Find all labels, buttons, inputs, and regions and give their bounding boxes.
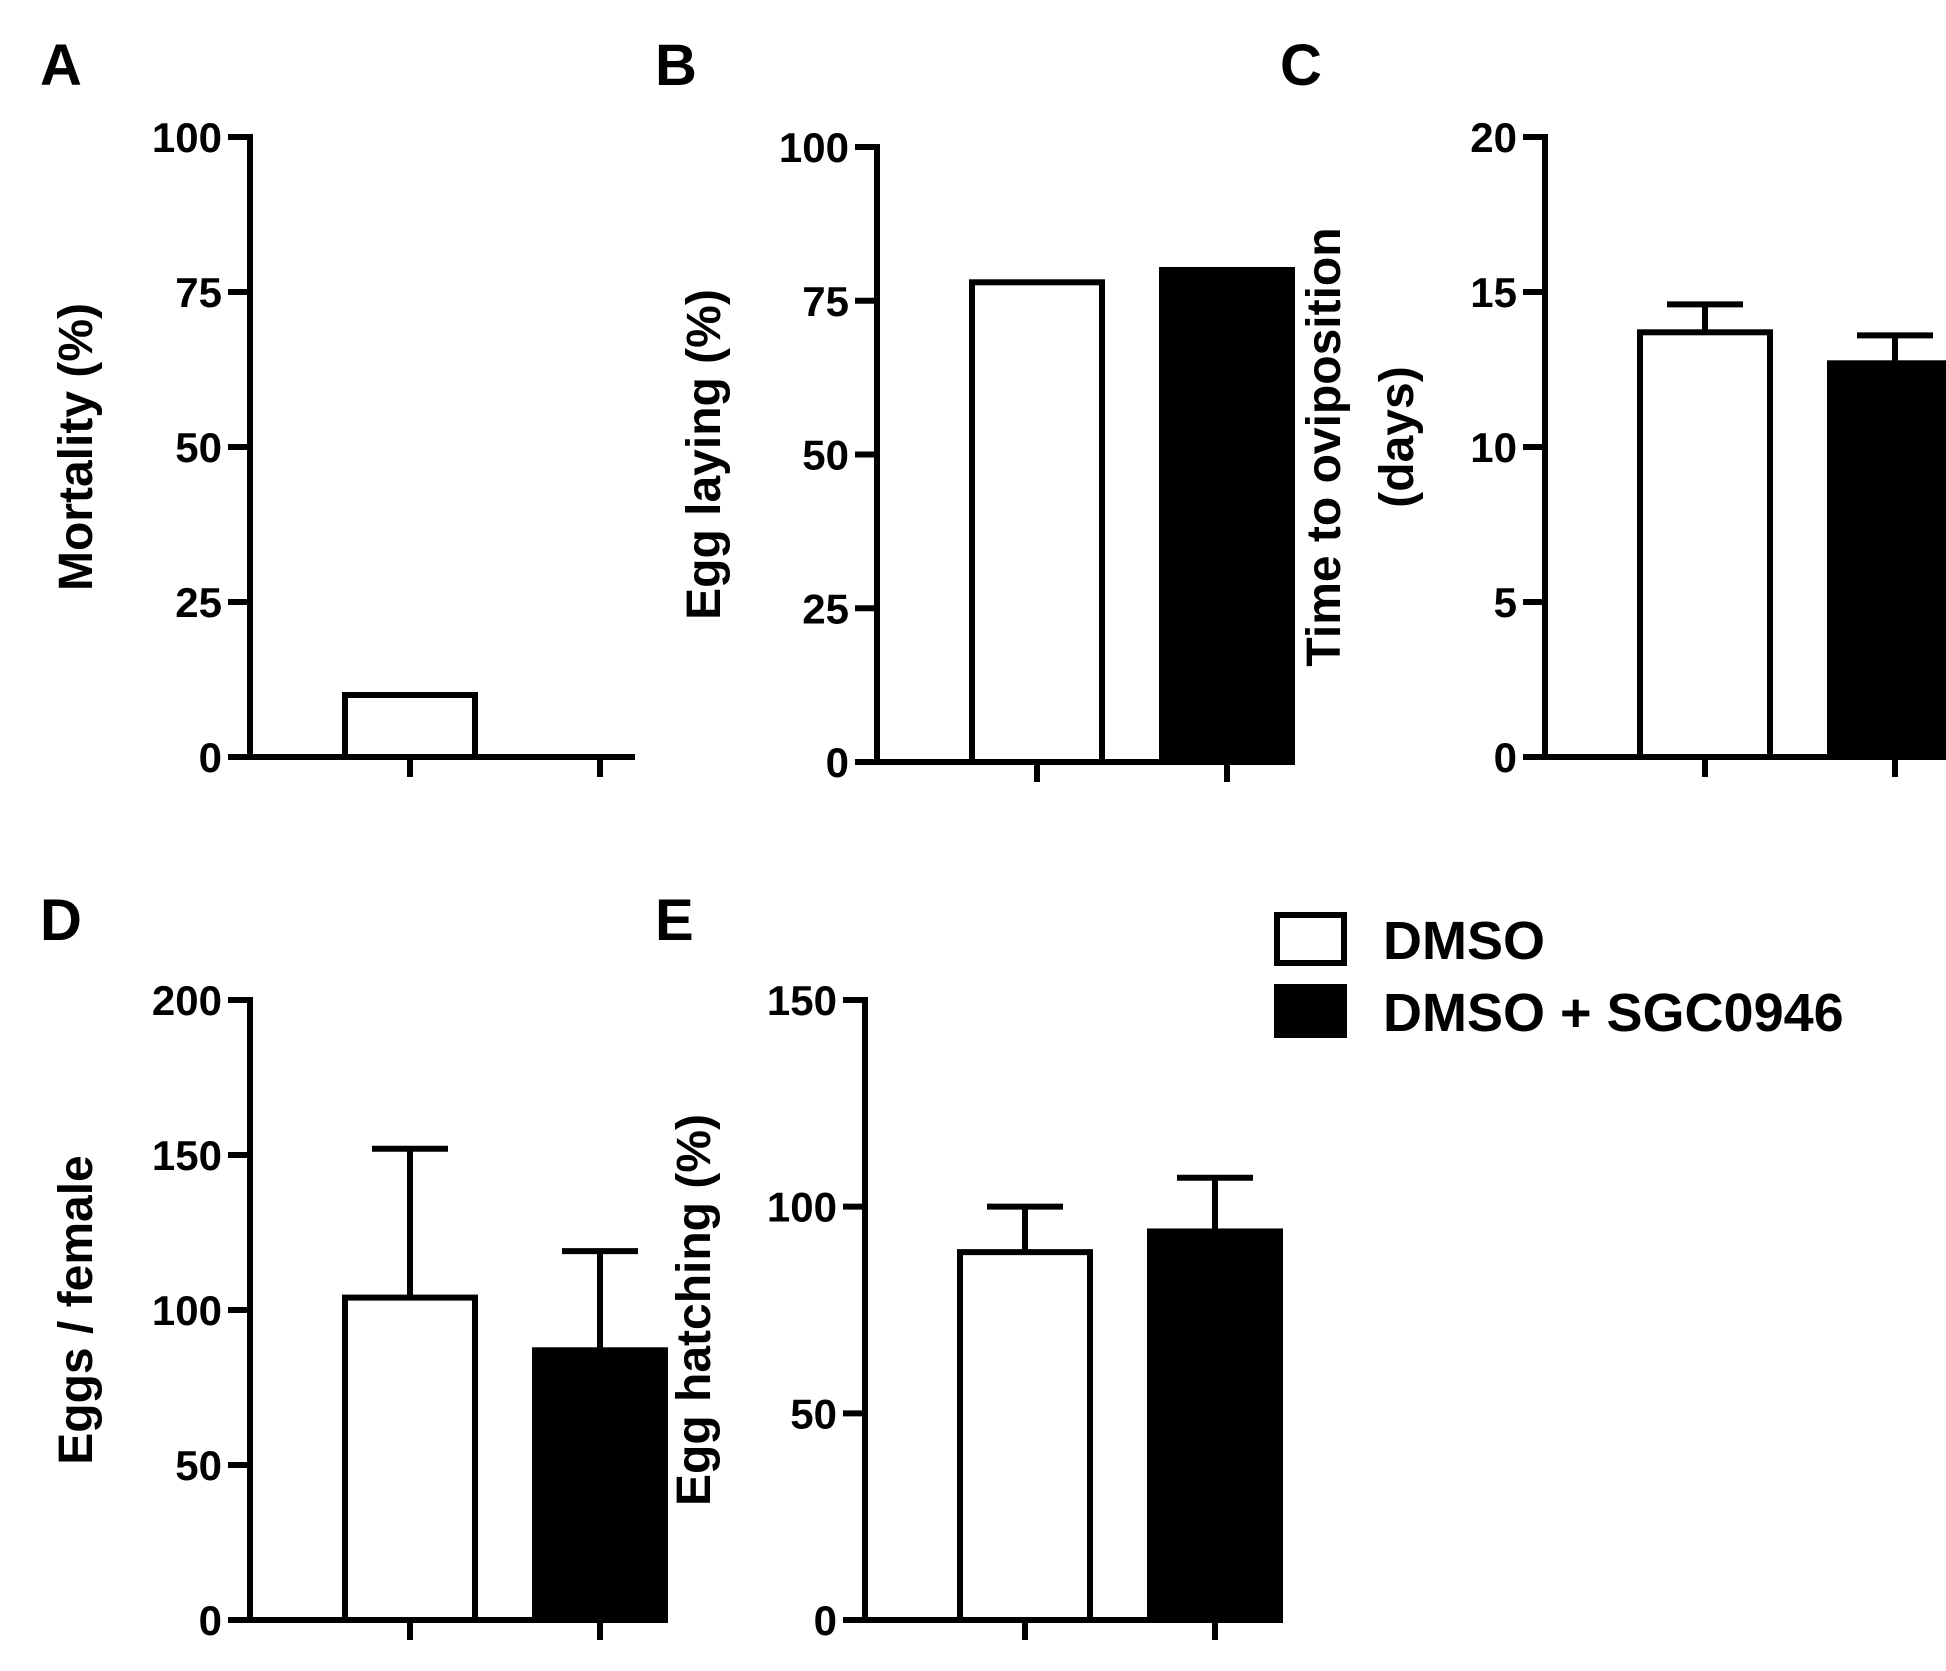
panel-letter: A	[40, 33, 82, 98]
y-tick-label: 75	[175, 269, 222, 316]
bar-dmso-sgc0946	[532, 1347, 668, 1624]
legend-label-1: DMSO + SGC0946	[1383, 983, 1844, 1043]
y-tick-label: 0	[199, 734, 222, 781]
y-tick-label: 100	[152, 114, 222, 161]
panel-d: D 0 50 100 150 200 Eggs / female	[40, 888, 668, 1644]
bar-dmso	[969, 279, 1105, 765]
y-tick-label: 100	[767, 1184, 837, 1231]
y-tick-label: 150	[767, 977, 837, 1024]
y-tick-label: 50	[802, 432, 849, 479]
y-tick-label: 200	[152, 977, 222, 1024]
y-tick-label: 50	[790, 1390, 837, 1437]
panel-b: B 0 25 50 75 100 Egg laying (%)	[655, 33, 1295, 786]
y-tick-label: 50	[175, 424, 222, 471]
y-tick-label: 20	[1470, 114, 1517, 161]
bar-dmso-sgc0946	[1147, 1228, 1283, 1623]
y-tick-label: 0	[814, 1597, 837, 1644]
y-tick-label: 5	[1494, 579, 1517, 626]
y-tick-label: 150	[152, 1132, 222, 1179]
y-tick-label: 0	[199, 1597, 222, 1644]
panel-letter: B	[655, 33, 697, 98]
panel-a: A 0 25 50 75 100 Mortality (%)	[40, 33, 635, 781]
bar-dmso	[1637, 329, 1773, 760]
y-tick-label: 75	[802, 278, 849, 325]
y-axis-title-line2: (days)	[1371, 366, 1424, 507]
panel-c: C 0 5 10 15 20 Time to oviposition (days)	[1280, 33, 1946, 781]
bar-dmso	[342, 692, 478, 760]
legend: DMSO DMSO + SGC0946	[1274, 911, 1844, 1043]
y-tick-label: 0	[826, 739, 849, 786]
y-tick-label: 0	[1494, 734, 1517, 781]
bar-dmso-sgc0946	[1827, 360, 1946, 760]
legend-swatch-0	[1274, 912, 1347, 966]
bar-dmso	[957, 1249, 1093, 1623]
y-axis-title: Time to oviposition	[1298, 227, 1351, 666]
legend-swatch-1	[1274, 984, 1347, 1038]
panel-letter: E	[655, 888, 694, 953]
bar-dmso	[342, 1294, 478, 1623]
y-tick-label: 10	[1470, 424, 1517, 471]
panel-letter: D	[40, 888, 82, 953]
legend-label-0: DMSO	[1383, 911, 1545, 971]
y-axis-title: Egg hatching (%)	[668, 1114, 721, 1506]
y-tick-label: 25	[802, 585, 849, 632]
y-tick-label: 100	[152, 1287, 222, 1334]
y-tick-label: 100	[779, 124, 849, 171]
panel-e: E 0 50 100 150 Egg hatching (%)	[655, 888, 1283, 1644]
y-axis-title: Eggs / female	[50, 1155, 103, 1464]
y-tick-label: 25	[175, 579, 222, 626]
y-tick-label: 15	[1470, 269, 1517, 316]
bar-dmso-sgc0946	[1159, 267, 1295, 765]
panel-letter: C	[1280, 33, 1322, 98]
y-axis-title: Mortality (%)	[50, 303, 103, 591]
y-tick-label: 50	[175, 1442, 222, 1489]
y-axis-title: Egg laying (%)	[678, 289, 731, 620]
